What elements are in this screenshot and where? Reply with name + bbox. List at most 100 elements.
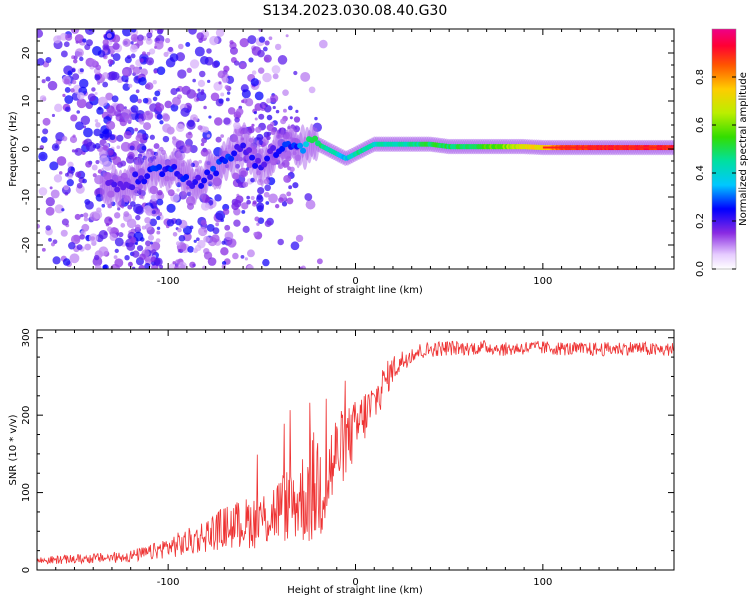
ridge-blob — [201, 177, 208, 184]
noise-blob — [66, 178, 74, 187]
noise-blob — [264, 220, 272, 228]
noise-blob — [159, 264, 164, 269]
noise-blob — [189, 261, 196, 268]
noise-blob — [246, 249, 255, 258]
noise-blob — [293, 70, 298, 76]
noise-blob — [41, 247, 46, 252]
noise-blob — [214, 117, 223, 126]
noise-blob — [203, 105, 207, 110]
noise-blob — [209, 35, 219, 46]
noise-blob — [130, 53, 136, 59]
noise-blob — [211, 61, 219, 69]
noise-blob — [64, 95, 74, 104]
noise-blob — [295, 234, 304, 243]
noise-blob — [50, 242, 56, 247]
noise-blob — [63, 78, 70, 85]
noise-blob — [253, 231, 258, 237]
noise-blob — [134, 127, 139, 132]
noise-blob — [142, 97, 149, 104]
noise-blob — [116, 145, 121, 150]
spectrogram-xlabel: Height of straight line (km) — [287, 285, 423, 296]
noise-blob — [74, 48, 84, 58]
noise-blob — [200, 142, 205, 147]
noise-blob — [300, 71, 311, 82]
noise-blob — [235, 108, 244, 116]
noise-blob — [79, 234, 85, 240]
noise-blob — [252, 200, 257, 205]
noise-blob — [187, 246, 194, 253]
noise-blob — [194, 46, 205, 57]
noise-blob — [289, 116, 293, 120]
noise-blob — [135, 89, 140, 94]
noise-blob — [154, 259, 161, 266]
noise-blob — [51, 113, 56, 118]
ridge-blob — [195, 174, 202, 181]
noise-blob — [64, 87, 71, 93]
noise-blob — [88, 58, 97, 67]
noise-blob — [156, 113, 163, 120]
noise-blob — [54, 103, 63, 113]
noise-blob — [262, 72, 272, 83]
noise-blob — [177, 227, 182, 233]
noise-blob — [134, 157, 138, 161]
noise-blob — [300, 265, 306, 269]
ridge-blob — [213, 170, 220, 177]
noise-blob — [68, 242, 76, 250]
noise-blob — [263, 178, 270, 185]
noise-blob — [94, 264, 102, 269]
noise-blob — [256, 202, 265, 211]
noise-blob — [101, 203, 106, 208]
noise-blob — [104, 216, 113, 226]
noise-blob — [49, 161, 59, 171]
noise-blob — [177, 248, 182, 253]
noise-blob — [62, 135, 68, 142]
noise-blob — [162, 135, 170, 143]
noise-blob — [207, 257, 217, 266]
noise-blob — [215, 136, 222, 143]
colorbar-ticks: 0.0 0.2 0.4 0.6 0.8 — [695, 69, 736, 277]
ridge-blob — [297, 142, 304, 149]
noise-blob — [157, 29, 164, 34]
noise-blob — [70, 114, 78, 122]
noise-blob — [152, 96, 158, 102]
ridge-blob — [159, 171, 166, 178]
noise-blob — [274, 203, 280, 209]
ridge-blob — [129, 184, 136, 191]
noise-blob — [159, 120, 164, 125]
noise-blob — [82, 38, 87, 43]
noise-blob — [143, 122, 152, 131]
noise-blob — [41, 79, 46, 84]
noise-blob — [39, 95, 47, 102]
noise-blob — [151, 210, 156, 215]
noise-blob — [94, 119, 99, 123]
noise-blob — [253, 111, 257, 115]
noise-blob — [71, 149, 76, 153]
colorbar-gradient — [712, 29, 736, 269]
noise-blob — [135, 214, 141, 221]
y-tick-label: 300 — [21, 328, 32, 347]
noise-blob — [180, 107, 190, 117]
noise-blob — [110, 53, 114, 57]
noise-blob — [85, 200, 94, 210]
x-tick-label: 0 — [352, 276, 358, 287]
noise-blob — [106, 33, 112, 39]
noise-blob — [237, 181, 244, 188]
noise-blob — [123, 130, 132, 140]
noise-blob — [156, 230, 161, 235]
noise-blob — [128, 235, 132, 239]
noise-blob — [78, 78, 89, 89]
ridge-blob — [264, 155, 271, 162]
noise-blob — [272, 105, 276, 110]
noise-blob — [256, 194, 263, 200]
noise-blob — [94, 74, 101, 81]
noise-blob — [157, 211, 163, 217]
noise-blob — [163, 51, 169, 57]
noise-blob — [110, 227, 118, 234]
noise-blob — [189, 225, 194, 230]
noise-blob — [241, 209, 246, 214]
noise-blob — [175, 52, 186, 62]
spectrogram-noise — [37, 29, 328, 269]
noise-blob — [264, 104, 272, 113]
noise-blob — [214, 194, 222, 202]
noise-blob — [147, 234, 155, 241]
